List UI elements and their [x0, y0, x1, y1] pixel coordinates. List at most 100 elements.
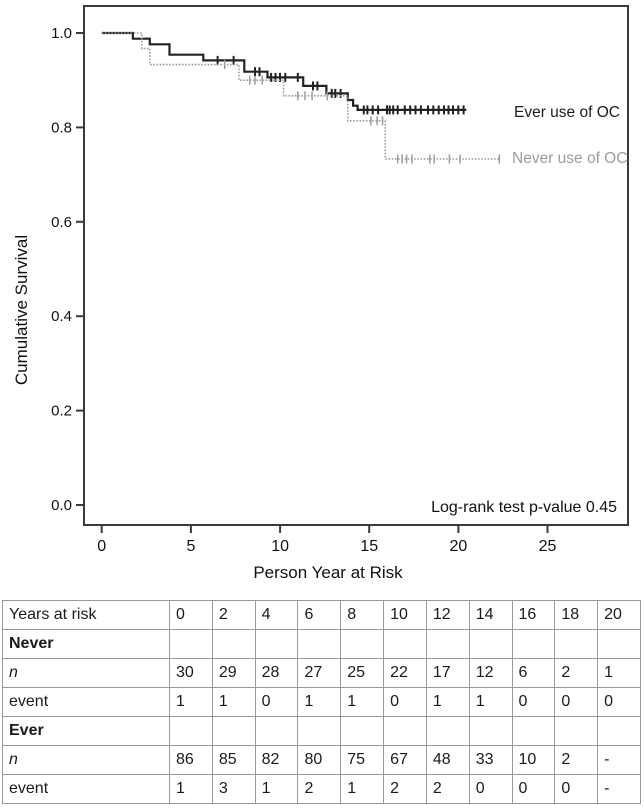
risk-cell [169, 629, 213, 659]
row-label: event [2, 687, 170, 717]
risk-cell: 2 [383, 774, 427, 804]
risk-cell [169, 716, 213, 746]
risk-cell [597, 629, 641, 659]
risk-cell [254, 716, 299, 746]
y-tick-label: 0.8 [51, 119, 72, 136]
risk-cell: 30 [169, 658, 213, 688]
risk-cell: 67 [383, 745, 427, 775]
risk-cell: 4 [254, 600, 299, 630]
risk-cell: 85 [211, 745, 256, 775]
risk-cell: 0 [511, 687, 556, 717]
risk-cell: 16 [511, 600, 556, 630]
x-tick-label: 0 [97, 538, 106, 555]
survival-plot: 0.0 0.2 0.4 0.6 0.8 1.0 0 5 10 15 20 25 … [12, 5, 629, 582]
risk-cell [597, 716, 641, 746]
risk-cell: 2 [554, 658, 599, 688]
risk-cell: 2 [554, 745, 599, 775]
risk-cell [554, 629, 599, 659]
plot-border [83, 5, 629, 526]
x-axis-ticks [100, 525, 549, 533]
risk-cell: 17 [425, 658, 470, 688]
x-tick-label: 25 [539, 538, 557, 555]
risk-cell: 22 [383, 658, 427, 688]
x-tick-labels: 0 5 10 15 20 25 [97, 538, 556, 555]
risk-cell: 1 [254, 774, 299, 804]
x-axis-title: Person Year at Risk [253, 563, 403, 582]
risk-cell: 75 [340, 745, 385, 775]
risk-cell: 25 [340, 658, 385, 688]
risk-cell [297, 629, 342, 659]
risk-cell: 20 [597, 600, 641, 630]
risk-cell: 2 [425, 774, 470, 804]
y-axis-ticks [76, 32, 84, 506]
table-row: n 86 85 82 80 75 67 48 33 10 2- [2, 745, 641, 775]
risk-cell: 0 [511, 774, 556, 804]
risk-cell [383, 716, 427, 746]
risk-cell: 1 [340, 774, 385, 804]
risk-cell: - [597, 774, 641, 804]
risk-cell: 10 [511, 745, 556, 775]
x-tick-label: 5 [186, 538, 195, 555]
risk-cell: 12 [425, 600, 470, 630]
risk-cell: 28 [254, 658, 299, 688]
risk-cell: 33 [468, 745, 513, 775]
risk-cell [340, 716, 385, 746]
survival-curve-ever [101, 31, 467, 111]
risk-cell: 18 [554, 600, 599, 630]
risk-cell [425, 716, 470, 746]
risk-cell [468, 716, 513, 746]
y-axis-title: Cumulative Survival [12, 235, 31, 385]
x-tick-label: 10 [271, 538, 289, 555]
series-label-never: Never use of OC [512, 150, 627, 167]
risk-cell: 6 [511, 658, 556, 688]
row-label: Ever [2, 716, 170, 746]
survival-curve-never [101, 32, 501, 160]
x-tick-label: 15 [360, 538, 378, 555]
risk-cell: 1 [340, 687, 385, 717]
risk-cell: 10 [383, 600, 427, 630]
row-label: event [2, 774, 170, 804]
risk-cell: 0 [169, 600, 213, 630]
risk-cell [554, 716, 599, 746]
risk-cell: 1 [297, 687, 342, 717]
risk-cell: 0 [254, 687, 299, 717]
risk-cell: 29 [211, 658, 256, 688]
risk-cell: 1 [597, 658, 641, 688]
risk-cell: 3 [211, 774, 256, 804]
y-tick-label: 0.4 [51, 308, 72, 325]
table-row: event 1 3 1 2 1 2 2 0 0 0- [2, 774, 641, 804]
risk-cell: 86 [169, 745, 213, 775]
x-tick-label: 20 [450, 538, 468, 555]
risk-cell: 0 [554, 774, 599, 804]
risk-cell [297, 716, 342, 746]
risk-cell: 0 [554, 687, 599, 717]
table-row: n 30 29 28 27 25 22 17 12 6 2 1 [2, 658, 641, 688]
risk-cell [211, 629, 256, 659]
y-tick-label: 0.0 [51, 497, 72, 514]
survival-curves [101, 31, 501, 164]
risk-cell: 48 [425, 745, 470, 775]
risk-cell [511, 716, 556, 746]
table-header-row: Years at risk 0 2 4 6 8 10 12 14 16 18 20 [2, 600, 641, 630]
row-label: n [2, 658, 170, 688]
risk-cell: 2 [211, 600, 256, 630]
risk-cell: 6 [297, 600, 342, 630]
risk-cell: 0 [383, 687, 427, 717]
table-row: Ever [2, 716, 641, 746]
risk-cell: 1 [211, 687, 256, 717]
risk-cell: 82 [254, 745, 299, 775]
y-tick-label: 0.6 [51, 214, 72, 231]
risk-cell: 0 [597, 687, 641, 717]
risk-cell: 14 [468, 600, 513, 630]
risk-cell [468, 629, 513, 659]
risk-cell: 0 [468, 774, 513, 804]
risk-cell: 1 [425, 687, 470, 717]
risk-cell [340, 629, 385, 659]
risk-cell [254, 629, 299, 659]
series-label-ever: Ever use of OC [514, 104, 620, 121]
risk-cell [511, 629, 556, 659]
risk-cell: 12 [468, 658, 513, 688]
risk-cell: 80 [297, 745, 342, 775]
risk-cell [383, 629, 427, 659]
